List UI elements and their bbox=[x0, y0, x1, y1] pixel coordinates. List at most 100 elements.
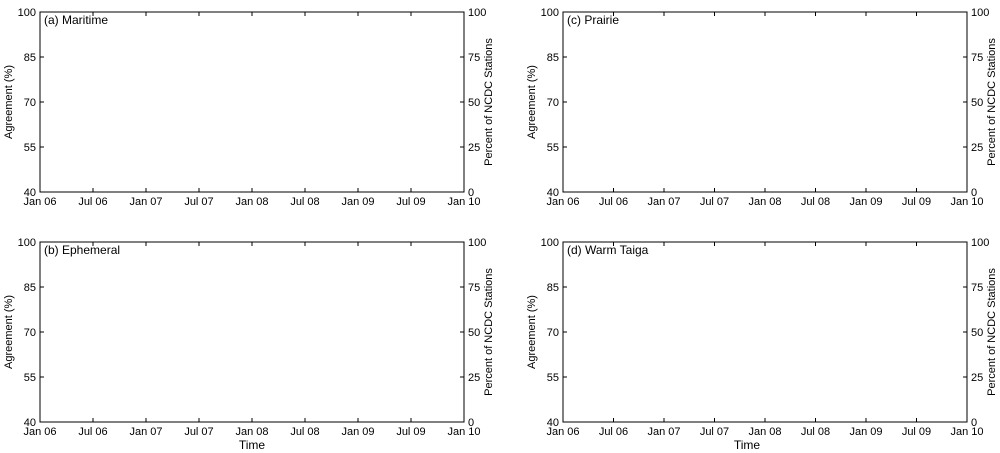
x-tick-label: Jul 07 bbox=[184, 196, 213, 208]
y-tick-label-left: 55 bbox=[547, 372, 559, 384]
panel-2: Jan 06 Jul 06 Jan 07 Jul 07 Jan 08 Jul 08 Jan … bbox=[526, 0, 998, 208]
y-tick-label-left: 40 bbox=[547, 417, 559, 429]
series-stations bbox=[563, 0, 968, 190]
panel-4: Jan 06 Jul 06 Jan 07 Jul 07 Jan 08 Jul 08 Jan … bbox=[526, 0, 998, 438]
x-axis-label: Time bbox=[734, 438, 761, 452]
x-tick-label: Jan 10 bbox=[447, 196, 480, 208]
y-tick-label-left: 70 bbox=[24, 97, 36, 109]
plot-area bbox=[39, 11, 465, 193]
x-tick-label: Jan 07 bbox=[129, 196, 162, 208]
y-axis-label-right: Percent of NCDC Stations bbox=[483, 38, 495, 166]
y-tick-label-right: 25 bbox=[971, 142, 983, 154]
y-tick-label-left: 100 bbox=[18, 237, 36, 249]
y-tick-label-left: 85 bbox=[547, 52, 559, 64]
x-tick-label: Jan 06 bbox=[23, 426, 56, 438]
plot-area bbox=[39, 241, 465, 423]
series-stations bbox=[40, 0, 465, 420]
y-tick-label-left: 100 bbox=[18, 7, 36, 19]
plot-area bbox=[562, 11, 968, 193]
y-axis-label-left: Agreement (%) bbox=[3, 65, 15, 139]
y-tick-label-right: 25 bbox=[971, 372, 983, 384]
panel-title: (d) Warm Taiga bbox=[567, 243, 649, 257]
x-tick-label: Jan 08 bbox=[235, 196, 268, 208]
x-tick-label: Jul 06 bbox=[599, 426, 628, 438]
y-tick-label-right: 100 bbox=[971, 7, 989, 19]
x-tick-label: Jan 06 bbox=[23, 196, 56, 208]
y-tick-label-left: 70 bbox=[547, 327, 559, 339]
y-tick-label-left: 55 bbox=[24, 372, 36, 384]
y-tick-label-right: 75 bbox=[468, 282, 480, 294]
x-axis-label-left-panel: Time bbox=[239, 438, 266, 452]
x-tick-label: Jul 07 bbox=[184, 426, 213, 438]
y-tick-label-right: 100 bbox=[468, 237, 486, 249]
y-axis-label-right: Percent of NCDC Stations bbox=[986, 268, 998, 396]
y-tick-label-left: 85 bbox=[24, 282, 36, 294]
series-stations bbox=[563, 0, 968, 420]
x-tick-label: Jan 09 bbox=[849, 196, 882, 208]
y-tick-label-right: 50 bbox=[468, 327, 480, 339]
y-tick-label-right: 50 bbox=[971, 327, 983, 339]
y-tick-label-right: 0 bbox=[971, 417, 977, 429]
x-tick-label: Jan 07 bbox=[647, 426, 680, 438]
series-stations bbox=[40, 0, 465, 190]
x-tick-label: Jan 07 bbox=[129, 426, 162, 438]
y-tick-label-left: 40 bbox=[547, 187, 559, 199]
y-tick-label-right: 75 bbox=[971, 282, 983, 294]
y-tick-label-right: 75 bbox=[468, 52, 480, 64]
y-tick-label-right: 50 bbox=[468, 97, 480, 109]
panel-1: Jan 06 Jul 06 Jan 07 Jul 07 Jan 08 Jul 08 Jan … bbox=[3, 0, 495, 208]
x-tick-label: Jan 08 bbox=[235, 426, 268, 438]
x-tick-label: Jan 06 bbox=[546, 426, 579, 438]
x-tick-label: Jan 07 bbox=[647, 196, 680, 208]
series-agreement bbox=[40, 0, 465, 91]
x-tick-label: Jan 09 bbox=[849, 426, 882, 438]
x-tick-label: Jul 06 bbox=[78, 426, 107, 438]
y-tick-label-right: 100 bbox=[468, 7, 486, 19]
y-tick-label-left: 70 bbox=[24, 327, 36, 339]
x-tick-label: Jan 10 bbox=[447, 426, 480, 438]
y-tick-label-right: 0 bbox=[971, 187, 977, 199]
y-tick-label-left: 70 bbox=[547, 97, 559, 109]
y-tick-label-right: 75 bbox=[971, 52, 983, 64]
y-axis-label-left: Agreement (%) bbox=[526, 65, 538, 139]
y-axis-label-right: Percent of NCDC Stations bbox=[483, 268, 495, 396]
y-tick-label-right: 25 bbox=[468, 142, 480, 154]
plot-area bbox=[562, 241, 968, 423]
y-tick-label-right: 25 bbox=[468, 372, 480, 384]
x-tick-label: Jan 10 bbox=[950, 426, 983, 438]
y-tick-label-left: 85 bbox=[24, 52, 36, 64]
y-tick-label-right: 100 bbox=[971, 237, 989, 249]
x-tick-label: Jul 06 bbox=[78, 196, 107, 208]
x-tick-label: Jul 09 bbox=[396, 426, 425, 438]
y-tick-label-left: 40 bbox=[24, 417, 36, 429]
y-tick-label-right: 50 bbox=[971, 97, 983, 109]
y-axis-label-left: Agreement (%) bbox=[526, 295, 538, 369]
panel-title: (a) Maritime bbox=[44, 13, 108, 27]
y-tick-label-right: 0 bbox=[468, 417, 474, 429]
x-tick-label: Jul 09 bbox=[902, 196, 931, 208]
y-axis-label-left: Agreement (%) bbox=[3, 295, 15, 369]
x-tick-label: Jan 09 bbox=[341, 426, 374, 438]
x-tick-label: Jul 08 bbox=[801, 426, 830, 438]
y-tick-label-right: 0 bbox=[468, 187, 474, 199]
y-tick-label-left: 85 bbox=[547, 282, 559, 294]
y-tick-label-left: 55 bbox=[24, 142, 36, 154]
y-axis-label-right: Percent of NCDC Stations bbox=[986, 38, 998, 166]
x-tick-label: Jan 09 bbox=[341, 196, 374, 208]
x-tick-label: Jul 07 bbox=[700, 426, 729, 438]
x-tick-label: Jul 06 bbox=[599, 196, 628, 208]
x-tick-label: Jul 08 bbox=[290, 196, 319, 208]
y-tick-label-left: 55 bbox=[547, 142, 559, 154]
panels: Jan 06 Jul 06 Jan 07 Jul 07 Jan 08 Jul 08 Jan … bbox=[3, 0, 998, 452]
x-tick-label: Jan 08 bbox=[748, 426, 781, 438]
y-tick-label-left: 40 bbox=[24, 187, 36, 199]
panel-title: (c) Prairie bbox=[567, 13, 619, 27]
y-tick-label-left: 100 bbox=[541, 237, 559, 249]
x-tick-label: Jul 09 bbox=[902, 426, 931, 438]
series-agreement bbox=[563, 0, 968, 320]
x-tick-label: Jul 09 bbox=[396, 196, 425, 208]
panel-title: (b) Ephemeral bbox=[44, 243, 120, 257]
x-tick-label: Jul 08 bbox=[290, 426, 319, 438]
x-tick-label: Jan 10 bbox=[950, 196, 983, 208]
